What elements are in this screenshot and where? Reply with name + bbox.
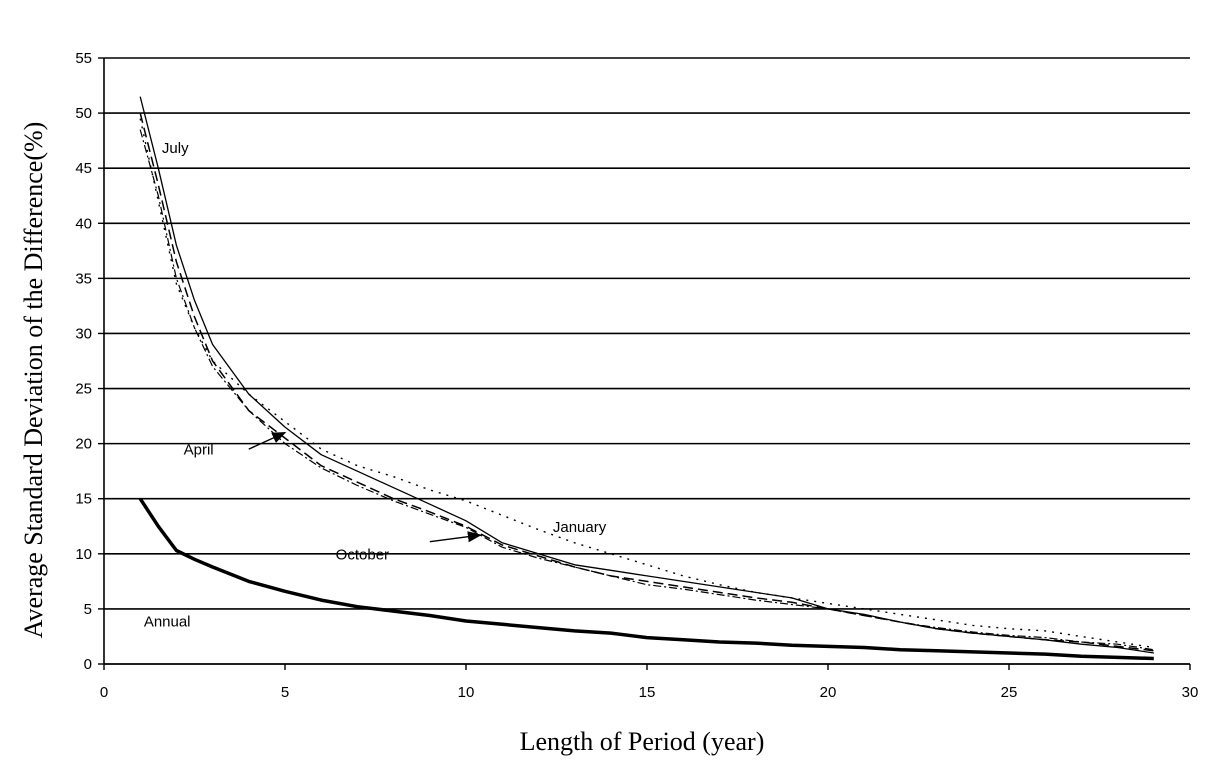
- y-tick-label: 20: [75, 436, 92, 453]
- y-tick-label: 15: [75, 491, 92, 508]
- annotation-label: Annual: [144, 614, 191, 631]
- y-tick-label: 25: [75, 381, 92, 398]
- y-tick-label: 10: [75, 546, 92, 563]
- series-line-january: [139, 118, 1154, 649]
- x-tick-label: 10: [458, 684, 475, 701]
- x-tick-label: 25: [1001, 684, 1018, 701]
- annotations: July April October January Annual: [144, 140, 607, 631]
- x-tick-label: 5: [281, 684, 289, 701]
- annotation-label: April: [184, 442, 214, 459]
- x-tick-label: 15: [639, 684, 656, 701]
- y-axis-title: Average Standard Deviation of the Differ…: [19, 122, 48, 639]
- y-tick-label: 40: [75, 215, 92, 232]
- y-tick-label: 5: [84, 601, 92, 618]
- x-tick-label: 30: [1182, 684, 1199, 701]
- y-tick-label: 30: [75, 325, 92, 342]
- y-tick-label: 50: [75, 105, 92, 122]
- grid: [104, 57, 1190, 665]
- annotation-label: January: [553, 519, 607, 536]
- y-tick-label: 55: [75, 50, 92, 67]
- series-line-july: [139, 96, 1154, 654]
- x-tick-label: 20: [820, 684, 837, 701]
- x-axis-title: Length of Period (year): [520, 727, 765, 756]
- x-tick-label: 0: [100, 684, 108, 701]
- series-line-annual: [138, 497, 1154, 661]
- annotation-label: October: [336, 546, 389, 563]
- y-tick-label: 35: [75, 270, 92, 287]
- axes: 0 5 10 15 20 25 30 35 40 45 50 55 0 5 10 15 20 25 30: [75, 50, 1198, 701]
- series-line-april: [139, 112, 1154, 652]
- y-tick-label: 0: [84, 656, 92, 673]
- annotation-label: July: [162, 140, 189, 157]
- annotation-arrow: [248, 431, 287, 450]
- series-layer: [138, 96, 1154, 661]
- y-tick-label: 45: [75, 160, 92, 177]
- annotation-arrow: [429, 531, 482, 543]
- series-line-october: [139, 129, 1154, 651]
